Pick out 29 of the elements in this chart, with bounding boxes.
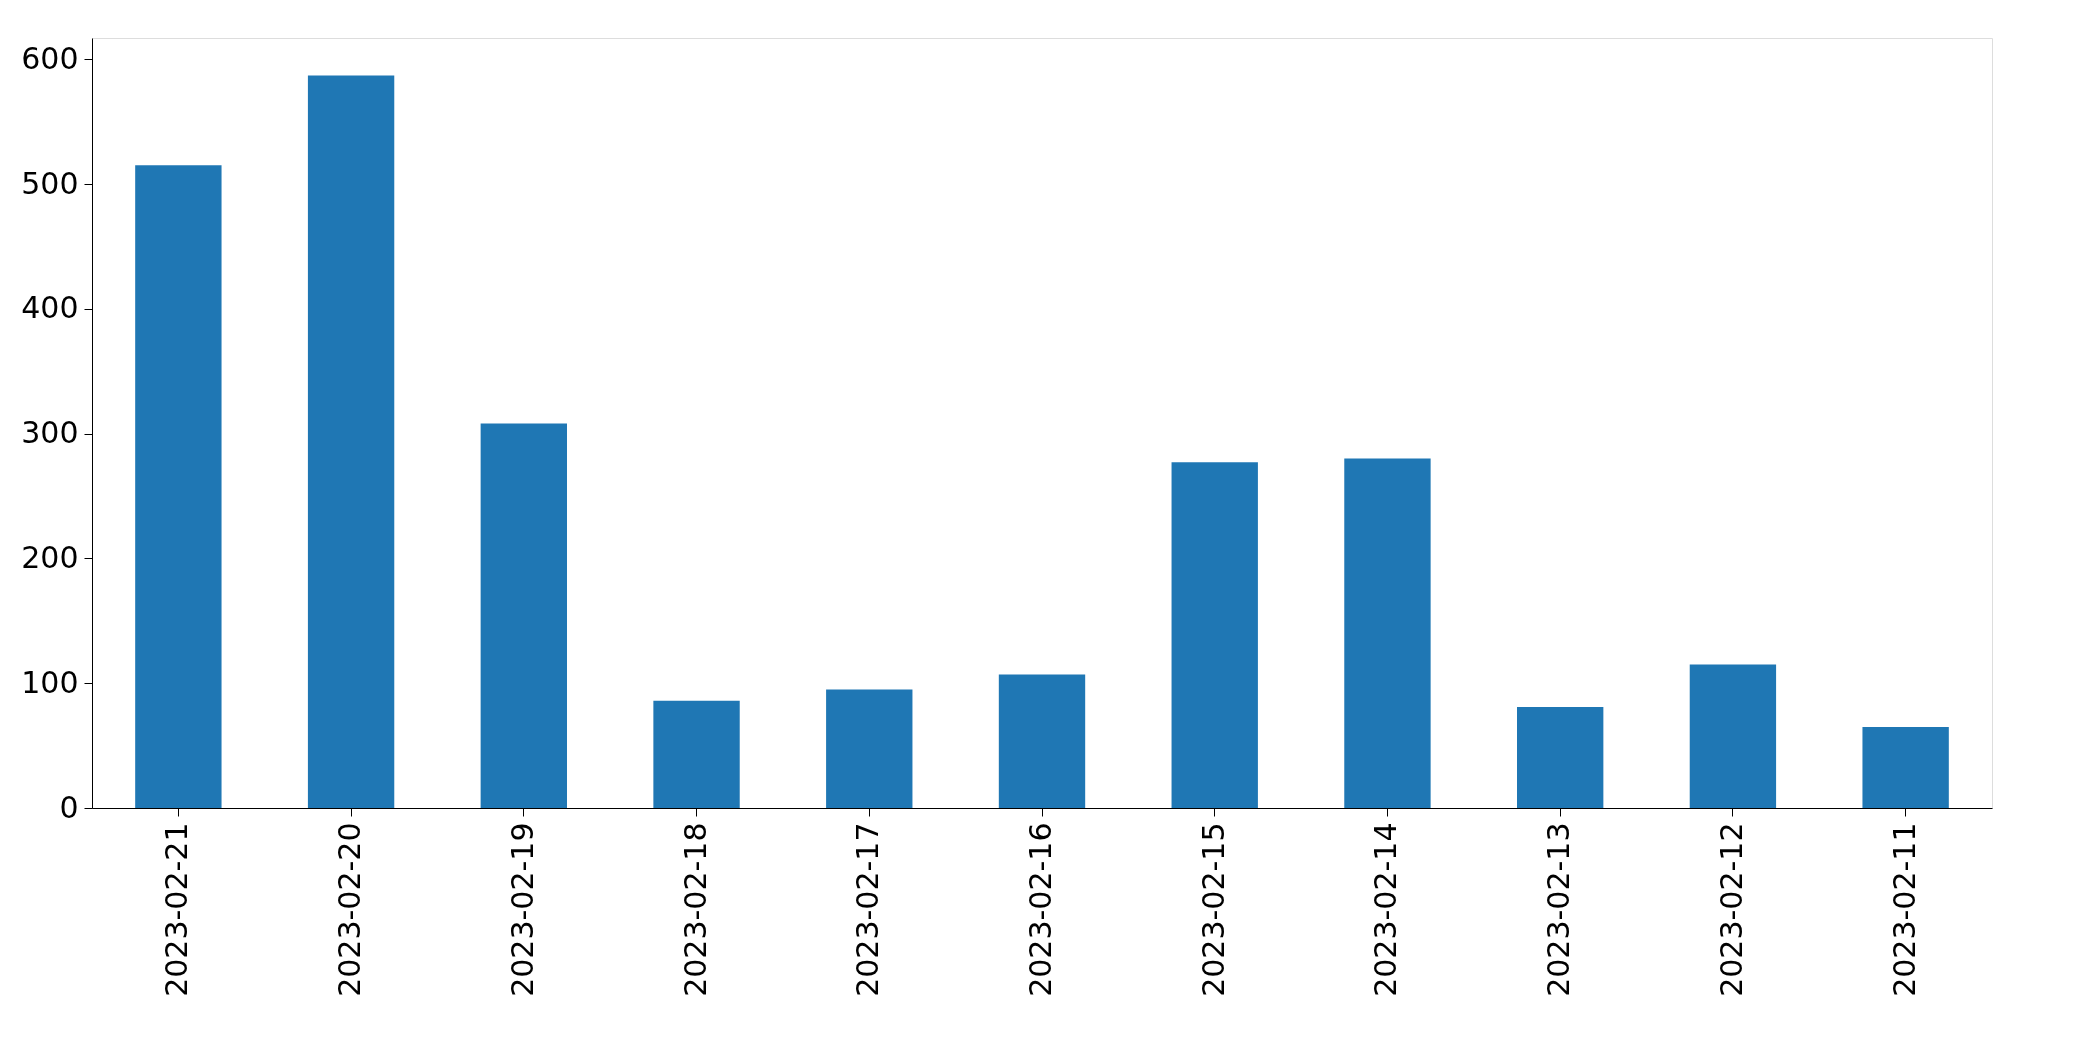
bar xyxy=(1862,726,1949,808)
x-tick-label: 2023-02-14 xyxy=(1368,822,1404,997)
bar xyxy=(1689,664,1777,808)
bar xyxy=(998,674,1086,808)
x-tick-label: 2023-02-12 xyxy=(1713,822,1749,997)
y-tick-label: 300 xyxy=(21,415,79,451)
y-tick-label: 200 xyxy=(21,539,79,575)
x-tick-label: 2023-02-20 xyxy=(332,822,368,997)
y-tick-label: 600 xyxy=(21,40,79,76)
x-tick-label: 2023-02-21 xyxy=(159,822,195,997)
y-tick-label: 500 xyxy=(21,165,79,201)
x-tick-label: 2023-02-17 xyxy=(850,822,886,997)
x-tick-label: 2023-02-16 xyxy=(1023,822,1058,997)
bar xyxy=(826,689,913,808)
bar xyxy=(135,165,222,808)
x-tick-label: 2023-02-13 xyxy=(1541,822,1577,997)
x-tick-label: 2023-02-15 xyxy=(1195,822,1231,997)
bar xyxy=(1517,706,1604,808)
y-tick-label: 0 xyxy=(59,789,79,825)
x-tick-label: 2023-02-18 xyxy=(677,822,713,997)
bar xyxy=(307,75,395,808)
bar xyxy=(653,700,740,808)
bar xyxy=(480,423,567,808)
bar xyxy=(1344,458,1431,808)
y-tick-label: 400 xyxy=(21,290,79,326)
x-tick-label: 2023-02-19 xyxy=(504,822,540,997)
bar xyxy=(1171,462,1258,808)
x-tick-label: 2023-02-11 xyxy=(1886,822,1922,997)
y-tick-label: 100 xyxy=(21,664,79,700)
